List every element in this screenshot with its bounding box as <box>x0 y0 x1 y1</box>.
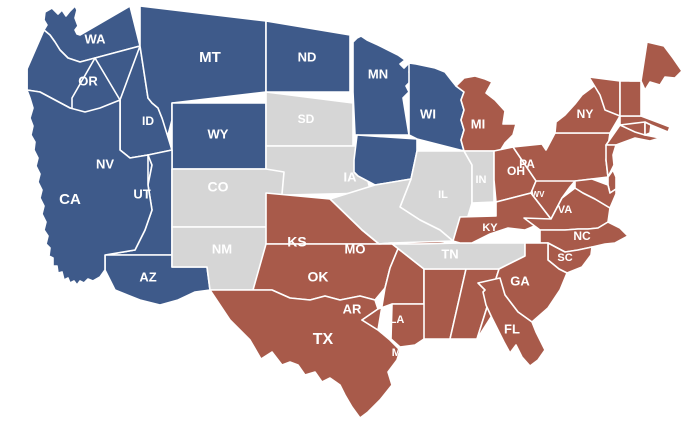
svg-text:WV: WV <box>532 190 546 199</box>
svg-text:AL: AL <box>432 350 448 364</box>
svg-text:MS: MS <box>392 347 409 359</box>
svg-text:MT: MT <box>199 49 221 66</box>
svg-text:NM: NM <box>212 241 232 256</box>
svg-text:FL: FL <box>504 321 520 336</box>
svg-text:NV: NV <box>96 156 114 171</box>
svg-text:OR: OR <box>78 73 98 88</box>
svg-text:TX: TX <box>313 331 334 348</box>
svg-text:CA: CA <box>59 191 81 208</box>
svg-text:WY: WY <box>208 126 229 141</box>
svg-text:NC: NC <box>573 229 591 243</box>
svg-text:IL: IL <box>438 189 448 201</box>
svg-text:ND: ND <box>298 49 317 64</box>
svg-text:MN: MN <box>368 66 388 81</box>
svg-text:SD: SD <box>298 112 315 126</box>
svg-text:SC: SC <box>557 252 572 264</box>
svg-text:MI: MI <box>471 116 485 131</box>
svg-text:KS: KS <box>287 234 306 250</box>
svg-text:AZ: AZ <box>139 269 156 284</box>
svg-text:KY: KY <box>482 222 498 234</box>
svg-text:TN: TN <box>441 246 458 261</box>
svg-text:UT: UT <box>133 186 150 201</box>
svg-text:LA: LA <box>390 314 405 326</box>
svg-text:GA: GA <box>510 273 530 288</box>
svg-text:IA: IA <box>344 169 358 184</box>
svg-text:ID: ID <box>142 114 154 128</box>
svg-text:NY: NY <box>577 107 594 121</box>
svg-text:PA: PA <box>519 157 535 171</box>
svg-text:CO: CO <box>208 179 229 195</box>
svg-text:WI: WI <box>420 106 436 121</box>
svg-text:OK: OK <box>308 269 329 285</box>
svg-text:IN: IN <box>476 174 487 186</box>
svg-text:MO: MO <box>345 241 366 256</box>
svg-text:AR: AR <box>343 301 362 316</box>
svg-text:WA: WA <box>85 31 107 46</box>
svg-text:VA: VA <box>558 204 573 216</box>
